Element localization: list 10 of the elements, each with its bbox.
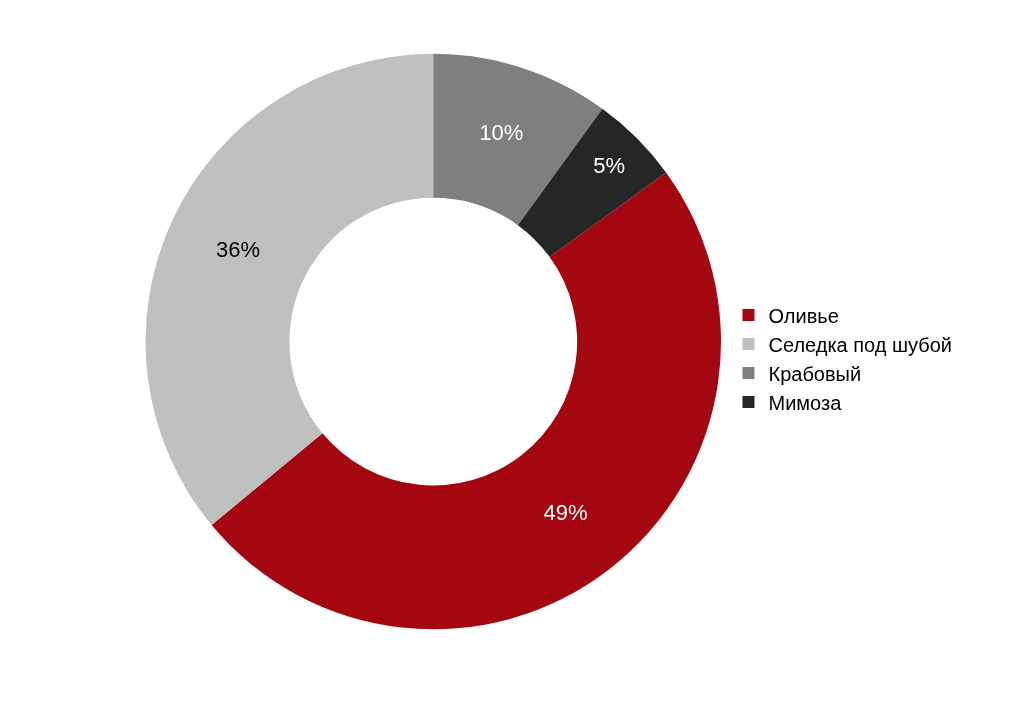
data-label: 49% xyxy=(543,499,588,525)
donut-slice xyxy=(146,53,434,525)
legend-label: Селедка под шубой xyxy=(768,333,953,356)
legend-label: Оливье xyxy=(768,304,839,327)
data-label: 36% xyxy=(216,237,261,263)
data-label: 10% xyxy=(479,120,524,146)
legend-label: Мимоза xyxy=(768,391,843,414)
data-label: 5% xyxy=(593,153,626,179)
donut-slice xyxy=(211,172,721,630)
legend-label: Крабовый xyxy=(768,362,862,385)
